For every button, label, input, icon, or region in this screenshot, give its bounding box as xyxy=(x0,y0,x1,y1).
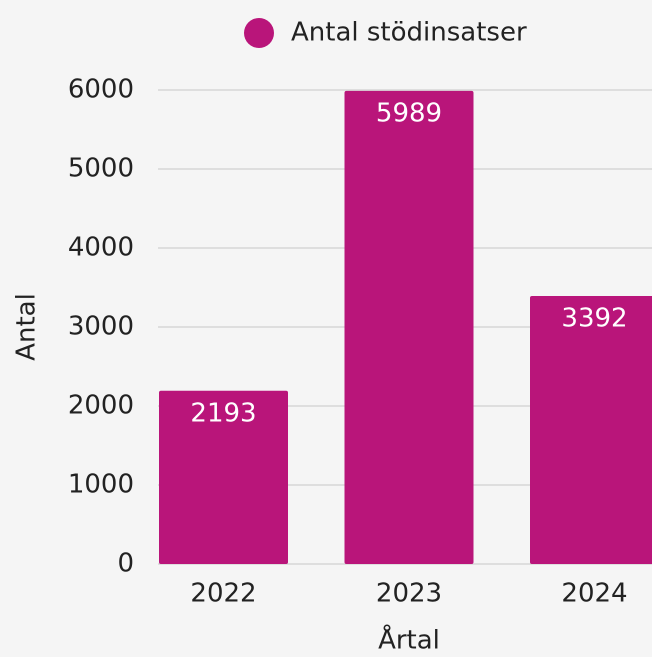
legend-label: Antal stödinsatser xyxy=(291,18,527,48)
legend-swatch xyxy=(244,18,274,48)
x-tick-label: 2024 xyxy=(561,579,627,609)
bar xyxy=(344,90,474,564)
data-label: 3392 xyxy=(561,304,627,334)
bar xyxy=(159,390,288,564)
y-tick-label: 5000 xyxy=(68,154,134,184)
x-axis-label: Årtal xyxy=(378,624,440,656)
y-tick-label: 3000 xyxy=(68,312,134,342)
y-tick-label: 4000 xyxy=(68,233,134,263)
data-label: 5989 xyxy=(376,98,442,128)
x-tick-label: 2023 xyxy=(376,579,442,609)
y-tick-label: 6000 xyxy=(68,75,134,105)
y-axis-label: Antal xyxy=(12,293,42,361)
y-tick-label: 1000 xyxy=(68,470,134,500)
bar xyxy=(530,296,652,564)
y-tick-label: 0 xyxy=(117,549,134,579)
x-tick-label: 2022 xyxy=(190,579,256,609)
y-tick-label: 2000 xyxy=(68,391,134,421)
data-label: 2193 xyxy=(190,398,256,428)
